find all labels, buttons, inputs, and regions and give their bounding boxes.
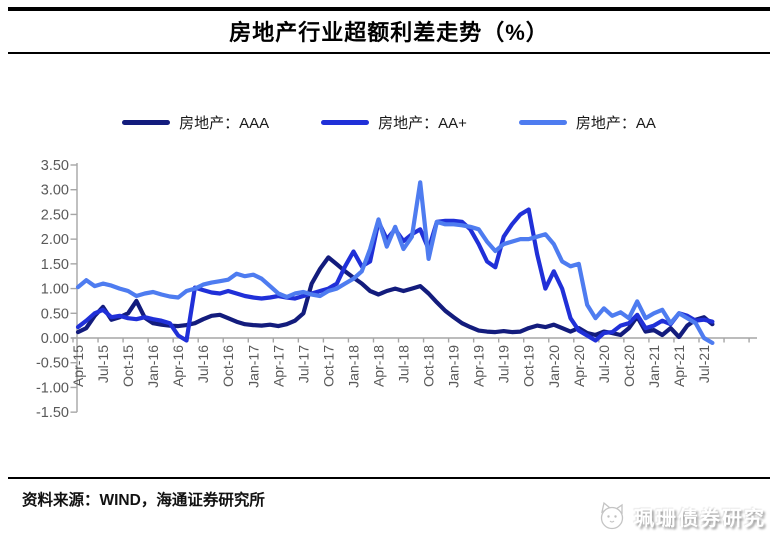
watermark-text: 珮珊债券研究 bbox=[634, 507, 766, 530]
x-tick-label: Jul-19 bbox=[496, 345, 512, 383]
x-tick-label: Oct-17 bbox=[320, 345, 336, 387]
y-tick-label: 2.00 bbox=[41, 232, 69, 248]
y-tick-label: -1.00 bbox=[36, 380, 69, 396]
x-tick-label: Apr-20 bbox=[571, 345, 587, 387]
x-tick-label: Jan-17 bbox=[245, 345, 261, 388]
x-tick-label: Apr-18 bbox=[370, 345, 386, 387]
y-tick-label: 0.50 bbox=[41, 306, 69, 322]
legend-item-0: 房地产：AAA bbox=[122, 112, 269, 133]
y-tick-label: 0.00 bbox=[41, 331, 69, 347]
legend-item-1: 房地产：AA+ bbox=[321, 112, 467, 133]
x-tick-label: Jul-17 bbox=[295, 345, 311, 383]
x-tick-label: Apr-16 bbox=[170, 345, 186, 387]
x-tick-label: Oct-20 bbox=[621, 345, 637, 387]
x-tick-label: Apr-21 bbox=[671, 345, 687, 387]
x-tick-label: Jan-16 bbox=[145, 345, 161, 388]
x-tick-label: Jul-16 bbox=[195, 345, 211, 383]
x-tick-label: Oct-18 bbox=[421, 345, 437, 387]
x-tick-label: Jan-20 bbox=[546, 345, 562, 388]
y-tick-label: 1.00 bbox=[41, 282, 69, 298]
source-note: 资料来源：WIND，海通证券研究所 bbox=[22, 492, 265, 509]
page-title: 房地产行业超额利差走势（%） bbox=[229, 20, 549, 45]
y-tick-label: -1.50 bbox=[36, 405, 69, 421]
watermark: 珮珊债券研究 bbox=[596, 500, 766, 532]
legend-line-swatch bbox=[122, 120, 171, 125]
legend-line-swatch bbox=[518, 120, 567, 125]
x-tick-label: Oct-16 bbox=[220, 345, 236, 387]
title-divider bbox=[8, 52, 770, 54]
x-tick-label: Jul-18 bbox=[396, 345, 412, 383]
legend-label: 房地产：AA bbox=[575, 115, 656, 132]
y-tick-label: 3.50 bbox=[41, 158, 69, 174]
legend-line-swatch bbox=[321, 120, 370, 125]
footer-divider bbox=[8, 477, 770, 479]
x-tick-label: Oct-19 bbox=[521, 345, 537, 387]
legend-label: 房地产：AA+ bbox=[378, 115, 467, 132]
x-tick-label: Jul-21 bbox=[696, 345, 712, 383]
x-tick-label: Jul-15 bbox=[95, 345, 111, 383]
chart-legend: 房地产：AAA 房地产：AA+ 房地产：AA bbox=[0, 112, 778, 133]
x-tick-label: Jul-20 bbox=[596, 345, 612, 383]
excess-spread-chart: 3.50 3.00 2.50 2.00 1.50 1.00 0.50 0.00 -0.50 -1.… bbox=[36, 158, 757, 421]
y-tick-label: -0.50 bbox=[36, 356, 69, 372]
x-tick-label: Apr-15 bbox=[70, 345, 86, 387]
x-tick-label: Jan-19 bbox=[446, 345, 462, 388]
x-tick-label: Apr-17 bbox=[270, 345, 286, 387]
y-tick-label: 3.00 bbox=[41, 183, 69, 199]
x-tick-label: Apr-19 bbox=[471, 345, 487, 387]
legend-item-2: 房地产：AA bbox=[518, 112, 656, 133]
top-divider bbox=[8, 7, 770, 11]
y-tick-label: 2.50 bbox=[41, 207, 69, 223]
cat-icon bbox=[600, 501, 624, 530]
y-tick-label: 1.50 bbox=[41, 257, 69, 273]
legend-label: 房地产：AAA bbox=[179, 115, 270, 132]
x-tick-label: Jan-21 bbox=[646, 345, 662, 388]
x-tick-label: Jan-18 bbox=[345, 345, 361, 388]
x-tick-label: Oct-15 bbox=[120, 345, 136, 387]
series-line-2 bbox=[75, 180, 715, 345]
